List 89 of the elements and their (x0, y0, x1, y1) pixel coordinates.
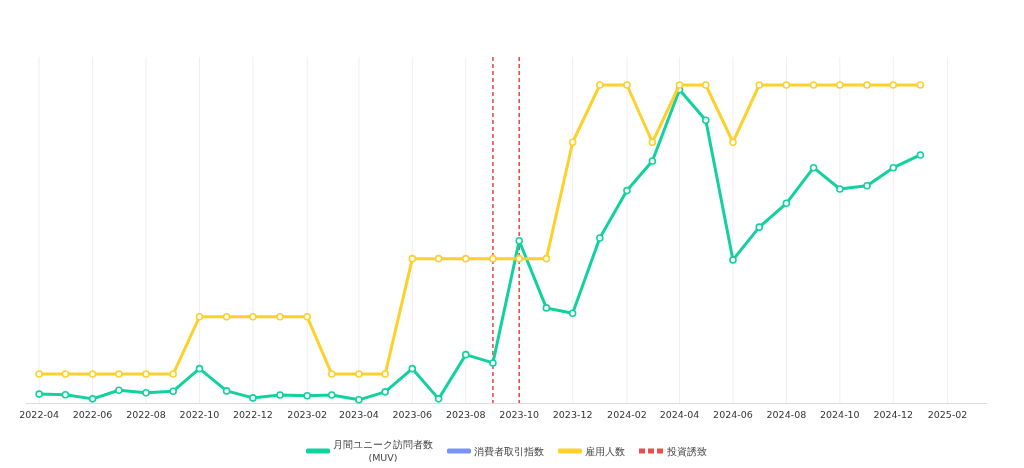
x-tick-label: 2023-12 (552, 409, 593, 420)
x-tick-label: 2023-04 (339, 409, 379, 420)
point (115, 386, 123, 395)
point (568, 309, 577, 318)
point (809, 81, 818, 89)
point (142, 389, 150, 397)
point (61, 370, 70, 378)
legend-label: 月間ユニーク訪問者数 (MUV) (333, 439, 433, 463)
x-tick-label: 2023-10 (499, 409, 540, 420)
point (782, 81, 791, 89)
x-tick-label: 2024-10 (819, 409, 860, 420)
point (889, 163, 898, 172)
x-tick-label: 2023-08 (445, 409, 486, 420)
point (863, 182, 871, 190)
point (623, 81, 631, 89)
point (434, 395, 443, 403)
point (729, 138, 737, 147)
point (461, 254, 470, 263)
point (169, 387, 177, 396)
point (623, 186, 631, 195)
legend-label: 雇用人数 (585, 445, 625, 457)
x-tick-label: 2023-02 (287, 409, 328, 420)
point (596, 81, 604, 89)
point (648, 157, 657, 165)
point (916, 81, 925, 89)
point (461, 350, 470, 359)
point (542, 304, 551, 312)
x-tick-label: 2023-06 (392, 409, 433, 420)
x-tick-label: 2024-12 (873, 409, 914, 420)
point (648, 138, 657, 147)
point (916, 151, 925, 159)
point (408, 254, 417, 263)
point (702, 81, 710, 89)
point (303, 313, 311, 321)
point (489, 359, 497, 367)
point (836, 185, 844, 193)
x-tick-label: 2024-04 (659, 409, 700, 420)
point (489, 254, 497, 263)
point (35, 390, 43, 398)
point (381, 370, 389, 378)
x-tick-label: 2022-06 (72, 409, 113, 420)
point (142, 370, 150, 378)
point (88, 370, 97, 378)
point (408, 364, 417, 373)
point (515, 254, 523, 263)
legend-label: 投資誘致 (665, 445, 707, 457)
point (889, 81, 898, 89)
point (355, 370, 363, 378)
point (88, 395, 97, 403)
x-tick-label: 2022-08 (126, 409, 166, 420)
point (61, 390, 70, 399)
point (355, 396, 363, 404)
point (809, 163, 818, 172)
point (542, 254, 551, 263)
point (755, 223, 764, 231)
point (195, 313, 204, 321)
point (675, 81, 684, 89)
point (35, 370, 43, 378)
point (702, 116, 710, 125)
legend-label: 消費者取引指数 (474, 445, 544, 457)
point (836, 81, 844, 89)
x-tick-label: 2022-04 (19, 409, 59, 420)
point (327, 370, 336, 378)
point (222, 387, 231, 395)
point (596, 234, 604, 242)
point (169, 370, 177, 378)
point (195, 364, 204, 373)
point (222, 313, 231, 321)
point (568, 138, 577, 147)
point (515, 237, 523, 245)
point (729, 256, 737, 264)
x-tick-label: 2025-02 (927, 409, 968, 420)
x-tick-label: 2022-12 (233, 409, 273, 420)
x-tick-label: 2022-10 (179, 409, 220, 420)
point (863, 81, 871, 89)
point (276, 391, 284, 399)
point (381, 388, 389, 396)
point (115, 370, 123, 378)
point (434, 254, 443, 263)
point (755, 81, 764, 89)
point (276, 313, 284, 321)
point (303, 391, 311, 400)
x-tick-label: 2024-02 (607, 409, 647, 420)
point (249, 313, 257, 321)
point (327, 391, 336, 399)
point (249, 394, 257, 402)
point (782, 199, 791, 208)
x-tick-label: 2024-06 (713, 409, 753, 420)
x-tick-label: 2024-08 (766, 409, 807, 420)
